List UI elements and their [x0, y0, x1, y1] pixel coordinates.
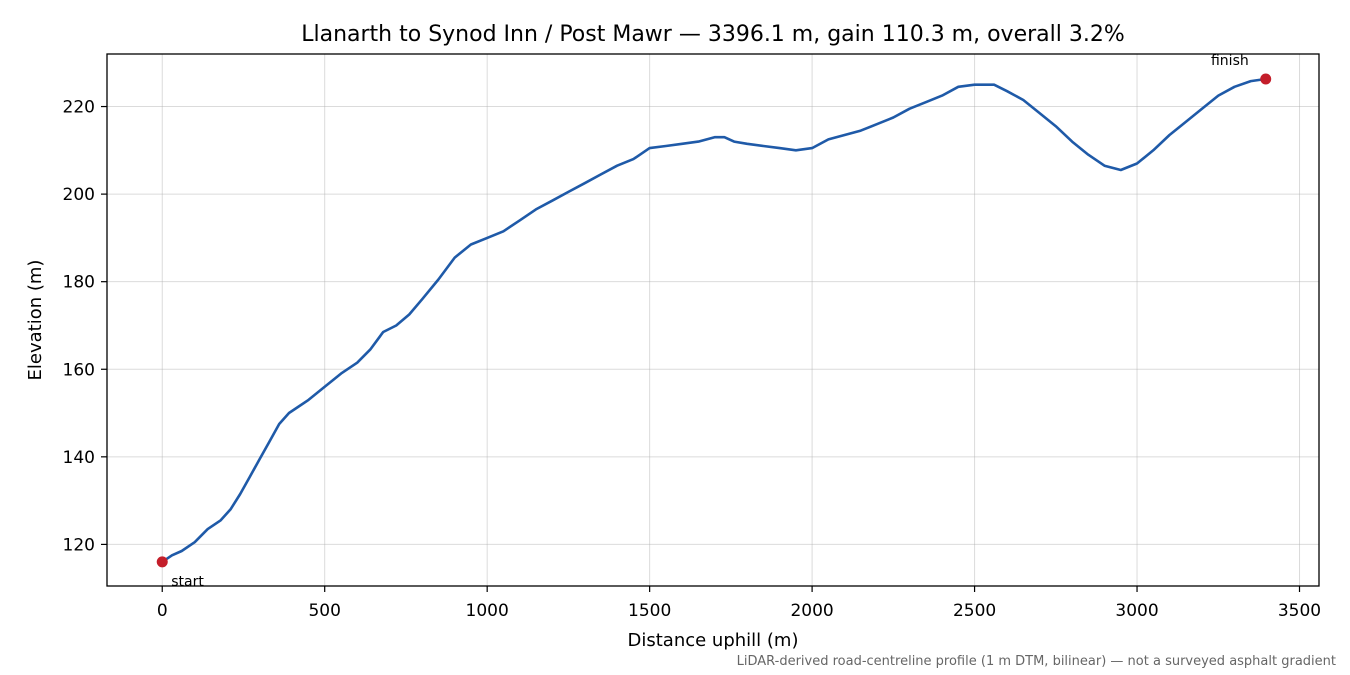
x-tick-label: 2000: [790, 601, 833, 621]
x-tick-label: 2500: [953, 601, 996, 621]
y-tick-label: 120: [63, 535, 95, 555]
start-marker: [156, 556, 168, 568]
y-tick-label: 200: [63, 185, 95, 205]
x-tick-label: 3000: [1115, 601, 1158, 621]
footnote: LiDAR-derived road-centreline profile (1…: [737, 654, 1336, 669]
y-tick-label: 160: [63, 360, 95, 380]
y-tick-label: 220: [63, 98, 95, 118]
grid-lines: [107, 54, 1319, 586]
x-tick-label: 0: [157, 601, 168, 621]
y-axis-label: Elevation (m): [25, 260, 46, 381]
start-label: start: [171, 574, 204, 590]
y-tick-label: 140: [63, 448, 95, 468]
axis-ticks: 0 500 1000 1500 2000 2500 3000 3500 120 140 160 180…: [63, 98, 1322, 621]
series-layer: [160, 77, 1267, 564]
x-axis-label: Distance uphill (m): [628, 630, 799, 651]
elevation-line: [160, 77, 1267, 564]
plot-area: [106, 53, 1320, 587]
finish-label: finish: [1211, 53, 1249, 69]
x-tick-label: 1000: [466, 601, 509, 621]
x-tick-label: 3500: [1278, 601, 1321, 621]
marker-layer: start finish: [156, 53, 1272, 590]
x-tick-label: 1500: [628, 601, 671, 621]
y-tick-label: 180: [63, 273, 95, 293]
chart-title: Llanarth to Synod Inn / Post Mawr — 3396…: [301, 22, 1125, 47]
finish-marker: [1260, 73, 1272, 85]
x-tick-label: 500: [308, 601, 340, 621]
